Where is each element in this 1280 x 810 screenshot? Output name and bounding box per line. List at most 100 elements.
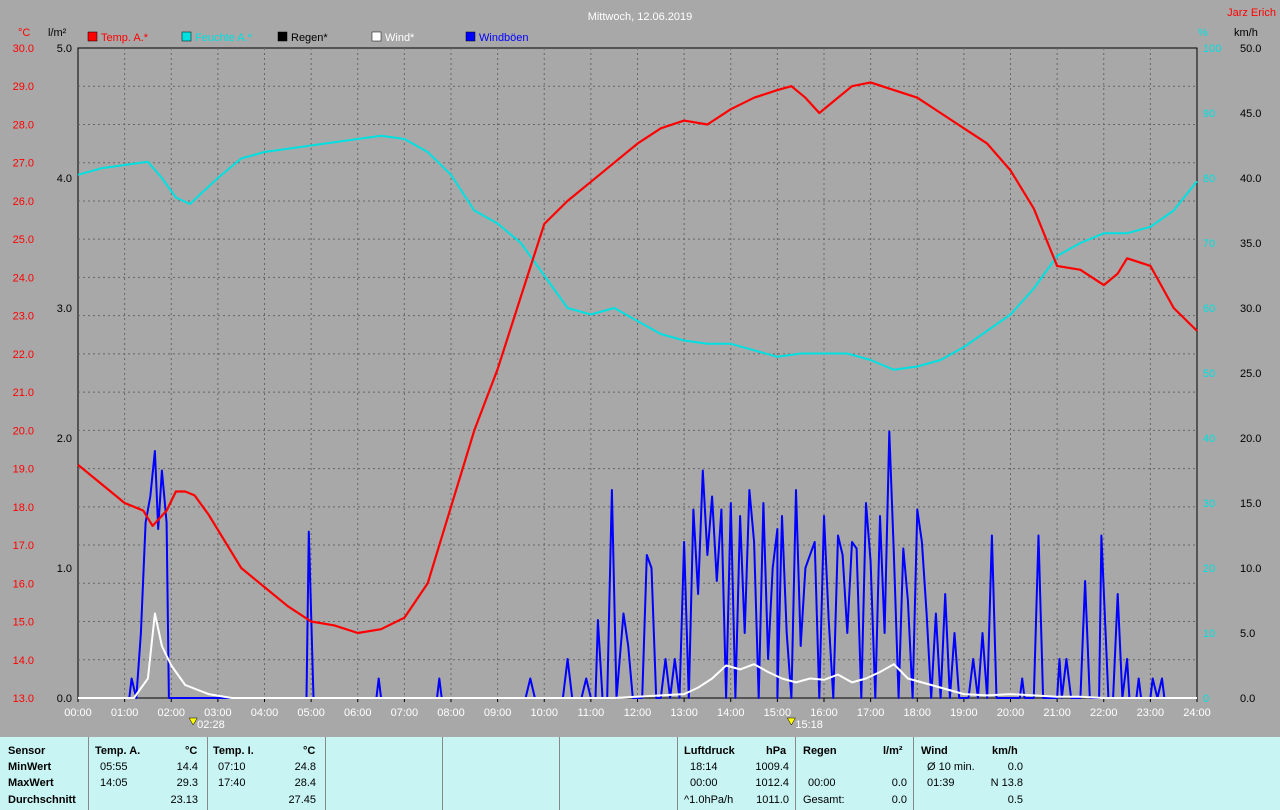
y-temp-tick-label: 17.0 [13, 540, 34, 552]
legend-swatch [465, 31, 476, 42]
wind-max: N 13.8 [990, 777, 1023, 789]
pressure-unit: hPa [766, 745, 787, 757]
wind-third: 0.5 [1007, 794, 1023, 806]
temp-a-min-time: 05:55 [100, 761, 128, 773]
hum-unit: % [1198, 27, 1208, 39]
x-tick-label: 08:00 [437, 707, 465, 719]
y-hum-tick-label: 40 [1203, 433, 1215, 445]
temp-i-header: Temp. I. [213, 745, 254, 757]
legend-label: Regen* [291, 32, 328, 44]
pressure-trend-label: ^1.0hPa/h [684, 794, 734, 806]
y-temp-tick-label: 14.0 [13, 655, 34, 667]
markers: 02:28 15:18 [188, 717, 823, 731]
x-tick-label: 21:00 [1043, 707, 1071, 719]
y-wind-tick-label: 30.0 [1240, 303, 1261, 315]
rain-max: 0.0 [891, 777, 907, 789]
temp-unit: °C [18, 27, 30, 39]
row-max-label: MaxWert [8, 777, 54, 789]
y-wind-tick-label: 35.0 [1240, 238, 1261, 250]
row-avg-label: Durchschnitt [8, 794, 76, 806]
x-tick-label: 15:00 [764, 707, 792, 719]
grid [77, 47, 1198, 699]
legend-swatch [371, 31, 382, 42]
x-tick-label: 09:00 [484, 707, 512, 719]
y-hum-tick-label: 100 [1203, 43, 1221, 55]
series-wind [78, 612, 1197, 699]
legend-swatch [87, 31, 98, 42]
pressure-max: 1012.4 [755, 777, 789, 789]
x-tick-label: 02:00 [157, 707, 185, 719]
divider [442, 737, 443, 810]
marker-label: 02:28 [197, 719, 225, 731]
chart-title: Mittwoch, 12.06.2019 [588, 11, 693, 23]
x-tick-label: 20:00 [997, 707, 1025, 719]
x-tick-label: 18:00 [903, 707, 931, 719]
divider [677, 737, 678, 810]
x-tick-label: 17:00 [857, 707, 885, 719]
rain-max-time: 00:00 [808, 777, 836, 789]
x-tick-label: 19:00 [950, 707, 978, 719]
temp-i-unit: °C [303, 745, 316, 757]
y-hum-tick-label: 80 [1203, 173, 1215, 185]
divider [207, 737, 208, 810]
x-tick-label: 01:00 [111, 707, 139, 719]
y-temp-tick-label: 13.0 [13, 693, 34, 705]
wind-header: Wind [921, 745, 948, 757]
marker-triangle [786, 717, 796, 726]
legend-label: Windböen [479, 32, 529, 44]
marker-label: 15:18 [795, 719, 823, 731]
y-temp-tick-label: 23.0 [13, 311, 34, 323]
temp-i-min: 24.8 [294, 761, 316, 773]
x-tick-label: 03:00 [204, 707, 232, 719]
pressure-min-time: 18:14 [690, 761, 718, 773]
divider [325, 737, 326, 810]
temp-a-header: Temp. A. [95, 745, 141, 757]
legend-label: Feuchte A.* [195, 32, 253, 44]
rain-total: 0.0 [891, 794, 907, 806]
x-tick-label: 12:00 [624, 707, 652, 719]
rain-unit: l/m² [883, 745, 903, 757]
y-temp-tick-label: 26.0 [13, 196, 34, 208]
y-hum-tick-label: 60 [1203, 303, 1215, 315]
x-tick-label: 04:00 [251, 707, 279, 719]
row-min-label: MinWert [8, 761, 52, 773]
series-temp-a [77, 81, 1198, 635]
temp-i-avg: 27.45 [288, 794, 316, 806]
temp-a-unit: °C [185, 745, 198, 757]
x-tick-label: 22:00 [1090, 707, 1118, 719]
legend-swatch [277, 31, 288, 42]
marker-triangle [188, 717, 198, 726]
y-hum-tick-label: 10 [1203, 628, 1215, 640]
series-feuchte-a [77, 134, 1198, 371]
y-rain-tick-label: 5.0 [57, 43, 72, 55]
y-temp-tick-label: 20.0 [13, 425, 34, 437]
pressure-trend: 1011.0 [756, 794, 789, 806]
y-temp-tick-label: 15.0 [13, 617, 34, 629]
y-wind-tick-label: 5.0 [1240, 628, 1255, 640]
rain-header: Regen [803, 745, 837, 757]
weather-chart: 00:00 01:00 02:00 03:00 04:00 05:00 06:00 07:00… [13, 7, 1276, 731]
x-tick-label: 06:00 [344, 707, 372, 719]
legend: Temp. A.* Feuchte A.* Regen* Wind* Windböen [87, 31, 529, 44]
y-rain-tick-label: 0.0 [57, 693, 72, 705]
y-wind-tick-label: 50.0 [1240, 43, 1261, 55]
divider [559, 737, 560, 810]
wind-max-time: 01:39 [927, 777, 955, 789]
x-tick-label: 23:00 [1137, 707, 1165, 719]
wind-unit: km/h [1234, 27, 1258, 39]
y-temp-tick-label: 21.0 [13, 387, 34, 399]
pressure-header: Luftdruck [684, 745, 735, 757]
y-wind-tick-label: 15.0 [1240, 498, 1261, 510]
y-hum-tick-label: 0 [1203, 693, 1209, 705]
y-wind-tick-label: 45.0 [1240, 108, 1261, 120]
y-wind-tick-label: 0.0 [1240, 693, 1255, 705]
x-tick-label: 05:00 [297, 707, 325, 719]
y-hum-tick-label: 50 [1203, 368, 1215, 380]
pressure-min: 1009.4 [755, 761, 789, 773]
series-windböen [78, 430, 1197, 699]
x-tick-label: 14:00 [717, 707, 745, 719]
sensor-header: Sensor [8, 745, 46, 757]
x-tick-label: 16:00 [810, 707, 838, 719]
legend-label: Temp. A.* [101, 32, 149, 44]
y-wind-tick-label: 10.0 [1240, 563, 1261, 575]
